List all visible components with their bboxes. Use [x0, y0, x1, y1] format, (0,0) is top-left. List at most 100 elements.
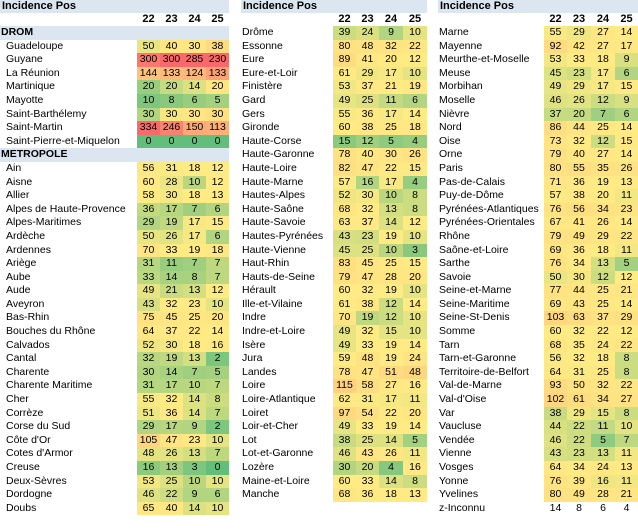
value-cell: 36 [567, 175, 591, 190]
value-cell: 13 [183, 352, 206, 366]
value-cell: 14 [379, 216, 403, 230]
value-cell: 24 [591, 338, 615, 353]
value-cell: 25 [356, 93, 379, 108]
table-row: Lot-et-Garonne 46 43 26 11 [241, 447, 427, 461]
value-cell: 39 [567, 474, 591, 489]
value-cell: 10 [183, 474, 206, 489]
value-cell: 60 [333, 474, 356, 489]
value-cell: 39 [333, 26, 356, 40]
value-cell: 18 [591, 352, 615, 366]
table-row: Eure-et-Loir 61 29 17 10 [241, 66, 427, 81]
value-cell: 14 [160, 270, 183, 285]
value-cell: 55 [544, 26, 567, 40]
value-cell: 15 [403, 257, 427, 271]
value-cell: 7 [183, 365, 206, 380]
value-cell: 23 [615, 202, 638, 217]
department-label: Cantal [6, 352, 37, 365]
table-row: Cantal 32 19 13 2 [0, 352, 229, 366]
department-label: Nièvre [439, 107, 470, 120]
year-22-header: 22 [142, 13, 155, 25]
value-cell: 15 [379, 325, 403, 339]
table-row: Haute-Vienne 45 25 10 3 [241, 243, 427, 258]
year-24-header: 24 [596, 13, 610, 25]
table-row: Vendée 46 22 5 7 [438, 433, 638, 448]
value-cell: 97 [333, 406, 356, 421]
value-cell: 47 [160, 433, 183, 448]
table-row: Loire 115 58 27 16 [241, 379, 427, 394]
value-cell: 35 [591, 161, 615, 176]
department-label: Val-de-Marne [439, 379, 502, 392]
value-cell: 7 [183, 202, 206, 217]
value-cell: 29 [356, 66, 379, 81]
department-label: Aveyron [6, 297, 45, 310]
department-label: Meuse [439, 66, 471, 79]
table-row: Doubs 65 40 14 10 [0, 501, 229, 516]
table-row: Finistère 53 37 21 19 [241, 80, 427, 94]
value-cell: 18 [183, 161, 206, 176]
value-cell: 77 [544, 284, 567, 298]
department-label: Gard [242, 93, 266, 106]
value-cell: 19 [379, 284, 403, 298]
value-cell: 56 [137, 161, 160, 176]
department-label: Marne [439, 26, 469, 38]
department-label: Vosges [439, 461, 474, 473]
value-cell: 18 [591, 243, 615, 258]
table-row: Ain 56 31 18 12 [0, 161, 229, 176]
value-cell: 34 [591, 393, 615, 407]
value-cell: 23 [356, 229, 379, 244]
value-cell: 30 [333, 461, 356, 475]
table-row: Moselle 46 26 12 9 [438, 93, 638, 108]
value-cell: 16 [403, 461, 427, 475]
value-cell: 15 [615, 134, 638, 149]
value-cell: 79 [333, 270, 356, 285]
value-cell: 7 [206, 257, 229, 271]
department-label: Finistère [242, 80, 283, 93]
value-cell: 80 [544, 488, 567, 502]
value-cell: 56 [544, 352, 567, 366]
value-cell: 49 [333, 93, 356, 108]
value-cell: 30 [160, 189, 183, 203]
table-row: Bas-Rhin 75 45 25 20 [0, 311, 229, 326]
value-cell: 37 [356, 80, 379, 94]
value-cell: 10 [206, 433, 229, 448]
section-label: DROM [0, 26, 229, 40]
department-label: Haute-Marne [242, 175, 304, 188]
value-cell: 10 [615, 420, 638, 434]
value-cell: 25 [591, 121, 615, 135]
department-label: Jura [242, 352, 263, 365]
department-label: Orne [439, 148, 463, 161]
department-label: Corse du Sud [6, 420, 71, 433]
department-label: Territoire-de-Belfort [439, 365, 529, 378]
value-cell: 28 [379, 270, 403, 285]
department-label: Var [439, 406, 455, 419]
table-row: Alpes-Maritimes 29 19 17 15 [0, 216, 229, 230]
value-cell: 30 [137, 107, 160, 122]
value-cell: 28 [160, 175, 183, 190]
value-cell: 80 [544, 161, 567, 176]
value-cell: 20 [567, 107, 591, 122]
value-cell: 38 [356, 297, 379, 312]
value-cell: 21 [379, 80, 403, 94]
value-cell: 10 [403, 311, 427, 326]
department-label: Morbihan [439, 80, 483, 93]
table-row: Seine-St-Denis 103 63 37 29 [438, 311, 638, 326]
value-cell: 20 [379, 53, 403, 67]
value-cell: 22 [591, 325, 615, 339]
value-cell: 8 [206, 393, 229, 407]
value-cell: 68 [544, 338, 567, 353]
table-row: Drôme 39 24 9 10 [241, 26, 427, 40]
value-cell: 32 [379, 39, 403, 54]
value-cell: 14 [183, 393, 206, 407]
value-cell: 40 [160, 501, 183, 516]
department-label: Manche [242, 488, 280, 501]
value-cell: 19 [356, 311, 379, 326]
value-cell: 44 [567, 284, 591, 298]
table-row: Vosges 64 34 24 13 [438, 461, 638, 475]
value-cell: 30 [183, 39, 206, 54]
department-label: Corrèze [6, 406, 44, 419]
value-cell: 49 [333, 338, 356, 353]
value-cell: 67 [544, 216, 567, 230]
value-cell: 27 [591, 148, 615, 162]
value-cell: 19 [379, 338, 403, 353]
value-cell: 6 [403, 93, 427, 108]
